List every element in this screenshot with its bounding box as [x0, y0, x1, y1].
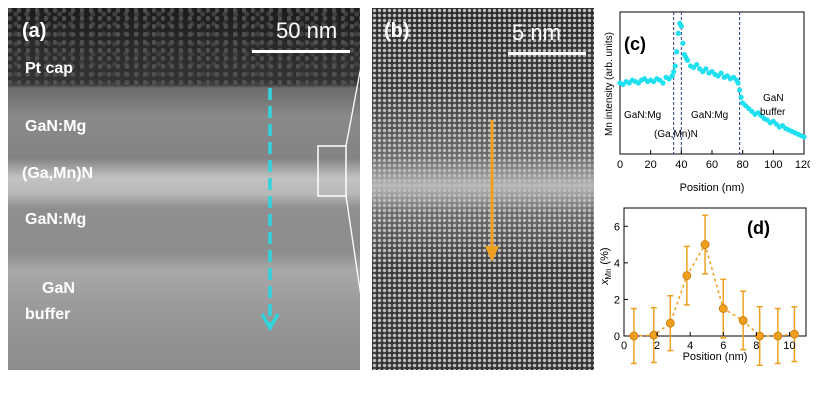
chart-d-point	[649, 330, 659, 340]
chart-c-point	[674, 49, 680, 55]
layer-gan-mg-bottom: GaN:Mg	[25, 211, 87, 228]
chart-c-point	[694, 61, 700, 68]
panel-a-label: (a)	[22, 20, 47, 42]
chart-c-point	[703, 66, 709, 72]
line-scan-arrow-head	[260, 313, 280, 332]
panel-b-overlay	[485, 120, 499, 262]
chart-d-xtick-label: 10	[783, 340, 795, 352]
region-label-gan: GaN	[763, 93, 784, 104]
zoom-region-box	[317, 145, 347, 197]
region-label-buffer: buffer	[760, 107, 786, 118]
chart-c-point	[675, 30, 681, 36]
chart-d-point	[755, 331, 765, 341]
chart-c-point	[672, 63, 678, 69]
chart-d-point	[665, 318, 675, 328]
tem-panel-b: (b) 5 nm	[372, 8, 594, 370]
chart-c-point	[735, 80, 741, 86]
chart-c-xtick-label: 0	[617, 159, 623, 171]
chart-c-xtick-label: 40	[675, 159, 687, 171]
chart-d-ylabel: x Mn (%)	[599, 247, 613, 285]
panel-b-label: (b)	[384, 20, 410, 42]
scalebar-b	[508, 52, 586, 55]
chart-d-ylabel-sub: Mn	[604, 268, 613, 279]
chart-c-point	[660, 80, 666, 86]
chart-c-point	[671, 69, 677, 75]
chart-c-point	[737, 87, 743, 93]
chart-d-ytick-label: 0	[614, 331, 620, 343]
chart-d-panel-label: (d)	[747, 218, 770, 238]
chart-d-xtick-label: 8	[753, 340, 759, 352]
chart-d-xtick-label: 4	[687, 340, 693, 352]
chart-d-point	[682, 271, 692, 281]
chart-c-xlabel: Position (nm)	[680, 182, 745, 194]
chart-d-ylabel-unit: (%)	[599, 247, 611, 264]
chart-d-point	[773, 331, 783, 341]
pt-cap-texture	[8, 8, 360, 88]
chart-d-point	[629, 331, 639, 341]
layer-gamnn: (Ga,Mn)N	[22, 165, 94, 182]
chart-d-point	[738, 316, 748, 325]
chart-c-point	[738, 94, 744, 100]
layer-pt-cap: Pt cap	[25, 60, 74, 77]
chart-c-xtick-label: 20	[645, 159, 657, 171]
chart-c: 0 20 40 60 80 100 120 (c) GaN:Mg (Ga,Mn)N GaN:…	[604, 11, 810, 194]
chart-c-panel-label: (c)	[624, 34, 646, 54]
chart-c-point	[801, 134, 807, 140]
chart-c-point	[669, 73, 675, 79]
layer-gan-mg-top: GaN:Mg	[25, 118, 87, 135]
chart-c-xtick-label: 80	[737, 159, 749, 171]
panel-a-overlay	[260, 88, 347, 332]
chart-d-point	[700, 240, 710, 249]
chart-d-ylabel-var: x	[599, 279, 611, 286]
chart-c-point	[678, 23, 684, 29]
chart-d-xlabel: Position (nm)	[683, 351, 748, 363]
chart-d-xtick-label: 0	[621, 340, 627, 352]
chart-d-xtick-label: 2	[654, 340, 660, 352]
chart-c-ylabel: Mn intensity (arb. units)	[604, 32, 615, 136]
layer-gan-buffer-line1: GaN	[42, 280, 75, 297]
chart-d-xtick-label: 6	[720, 340, 726, 352]
chart-c-point	[718, 70, 724, 76]
chart-c-xtick-label: 120	[795, 159, 810, 171]
chart-c-point	[684, 57, 691, 63]
region-label-gamnn: (Ga,Mn)N	[654, 129, 698, 140]
profile-arrow-head	[485, 246, 499, 262]
scalebar-a-label: 50 nm	[276, 18, 338, 43]
region-label-gan-mg-1: GaN:Mg	[624, 110, 661, 121]
chart-d-ytick-label: 6	[614, 221, 620, 233]
chart-d: 0 2 4 6 8 10 0 2 4 6 (d) Position (nm) x Mn (%)	[599, 207, 807, 367]
chart-d-dotted-line	[633, 242, 795, 337]
chart-d-ytick-label: 4	[614, 258, 620, 270]
chart-d-ytick-label: 2	[614, 294, 620, 306]
chart-d-point	[718, 304, 728, 313]
region-label-gan-mg-2: GaN:Mg	[691, 110, 728, 121]
chart-c-point	[680, 40, 686, 46]
chart-d-frame	[623, 207, 807, 337]
chart-d-point	[790, 329, 799, 339]
layer-gan-buffer-line2: buffer	[25, 306, 71, 323]
scalebar-a	[252, 50, 350, 53]
scalebar-b-label: 5 nm	[512, 20, 561, 45]
tem-panel-a: (a) 50 nm Pt cap GaN:Mg (Ga,Mn)N GaN:Mg …	[8, 8, 360, 370]
chart-c-xtick-label: 60	[706, 159, 718, 171]
chart-c-xtick-label: 100	[764, 159, 782, 171]
